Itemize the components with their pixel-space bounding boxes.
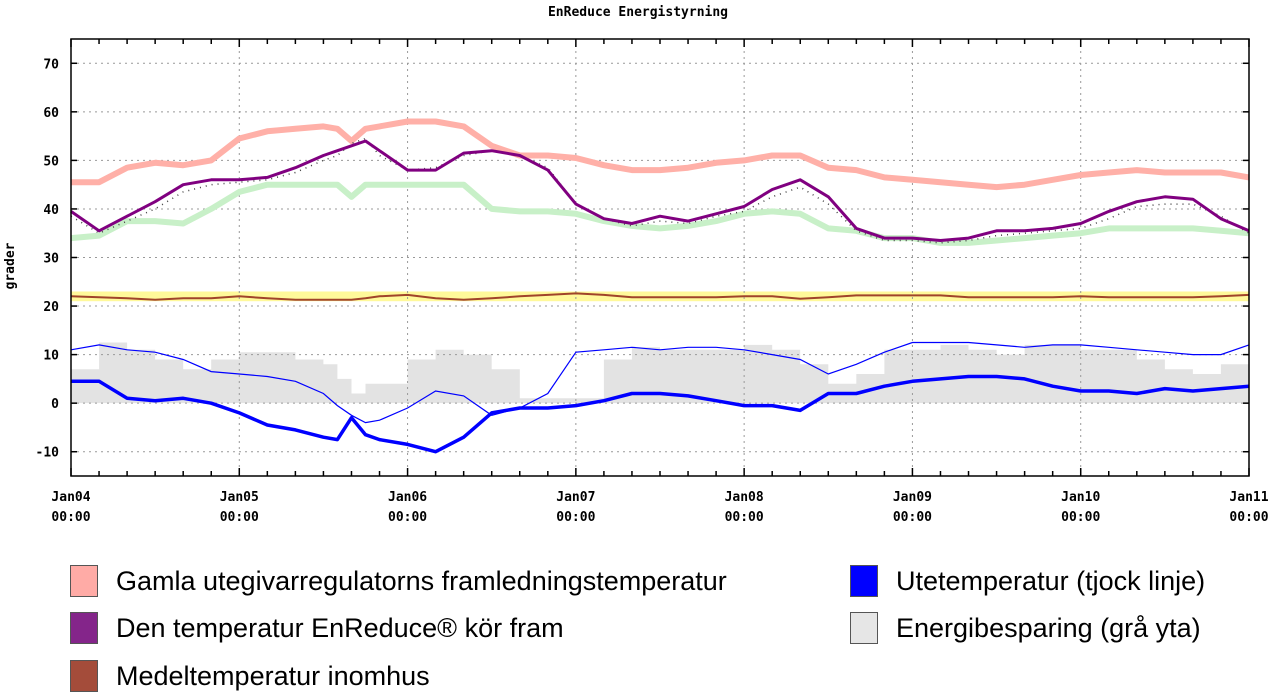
legend-label: Utetemperatur (tjock linje) <box>896 565 1206 596</box>
x-tick-label-date: Jan05 <box>220 490 259 505</box>
y-tick-label: -10 <box>36 446 60 461</box>
x-tick-label-time: 00:00 <box>1061 510 1100 525</box>
x-tick-label-date: Jan07 <box>556 490 595 505</box>
series-outdoor-thin <box>70 341 1250 424</box>
legend-label: Den temperatur EnReduce® kör fram <box>116 612 564 643</box>
x-tick-label-time: 00:00 <box>725 510 764 525</box>
series-green-line <box>70 181 1250 246</box>
y-axis-label: grader <box>3 242 18 289</box>
legend-label: Energibesparing (grå yta) <box>896 612 1201 643</box>
legend-item-enreduce-supply: Den temperatur EnReduce® kör fram <box>70 612 564 644</box>
series-dotted-reference <box>70 137 1250 244</box>
chart-title: EnReduce Energistyrning <box>548 5 728 20</box>
x-tick-label-date: Jan08 <box>725 490 764 505</box>
x-tick-label-date: Jan11 <box>1229 490 1268 505</box>
series-indoor-mean <box>70 292 1250 301</box>
y-tick-label: 10 <box>43 349 59 364</box>
y-tick-label: 50 <box>43 154 59 169</box>
x-tick-label-date: Jan10 <box>1061 490 1100 505</box>
y-tick-label: 60 <box>43 106 59 121</box>
legend-swatch-enreduce-supply <box>70 612 98 644</box>
chart: EnReduce Energistyrning 70 60 50 40 30 20 10 0 -… <box>3 5 1269 525</box>
legend-label: Gamla utegivarregulatorns framledningste… <box>116 565 727 596</box>
series-enreduce-supply <box>70 139 1250 242</box>
legend-swatch-indoor-mean <box>70 660 98 692</box>
y-tick-label: 0 <box>51 397 59 412</box>
legend-swatch-old-supply <box>70 565 98 597</box>
legend: Gamla utegivarregulatorns framledningste… <box>0 560 1277 698</box>
legend-item-savings: Energibesparing (grå yta) <box>850 612 1201 644</box>
y-tick-label: 40 <box>43 203 59 218</box>
series-outdoor-thick <box>71 374 1250 454</box>
series-old-supply <box>71 118 1250 191</box>
legend-item-outdoor: Utetemperatur (tjock linje) <box>850 565 1205 597</box>
x-tick-label-time: 00:00 <box>893 510 932 525</box>
x-tick-label-time: 00:00 <box>388 510 427 525</box>
x-tick-label-date: Jan09 <box>893 490 932 505</box>
x-tick-label-time: 00:00 <box>51 510 90 525</box>
x-tick-label-time: 00:00 <box>220 510 259 525</box>
legend-swatch-outdoor <box>850 565 878 597</box>
x-tick-label-date: Jan06 <box>388 490 427 505</box>
legend-item-old-supply: Gamla utegivarregulatorns framledningste… <box>70 565 727 597</box>
y-tick-label: 30 <box>43 252 59 267</box>
x-tick-label-date: Jan04 <box>51 490 90 505</box>
legend-label: Medeltemperatur inomhus <box>116 660 430 691</box>
plot-area: 70 60 50 40 30 20 10 0 -10 Jan04 00:00 Jan05 00:00 Ja… <box>36 38 1269 525</box>
savings-area <box>71 342 1249 404</box>
x-tick-label-time: 00:00 <box>1229 510 1268 525</box>
y-tick-label: 70 <box>43 57 59 72</box>
x-tick-label-time: 00:00 <box>556 510 595 525</box>
legend-swatch-savings <box>850 612 878 644</box>
legend-item-indoor-mean: Medeltemperatur inomhus <box>70 660 430 692</box>
y-tick-label: 20 <box>43 300 59 315</box>
